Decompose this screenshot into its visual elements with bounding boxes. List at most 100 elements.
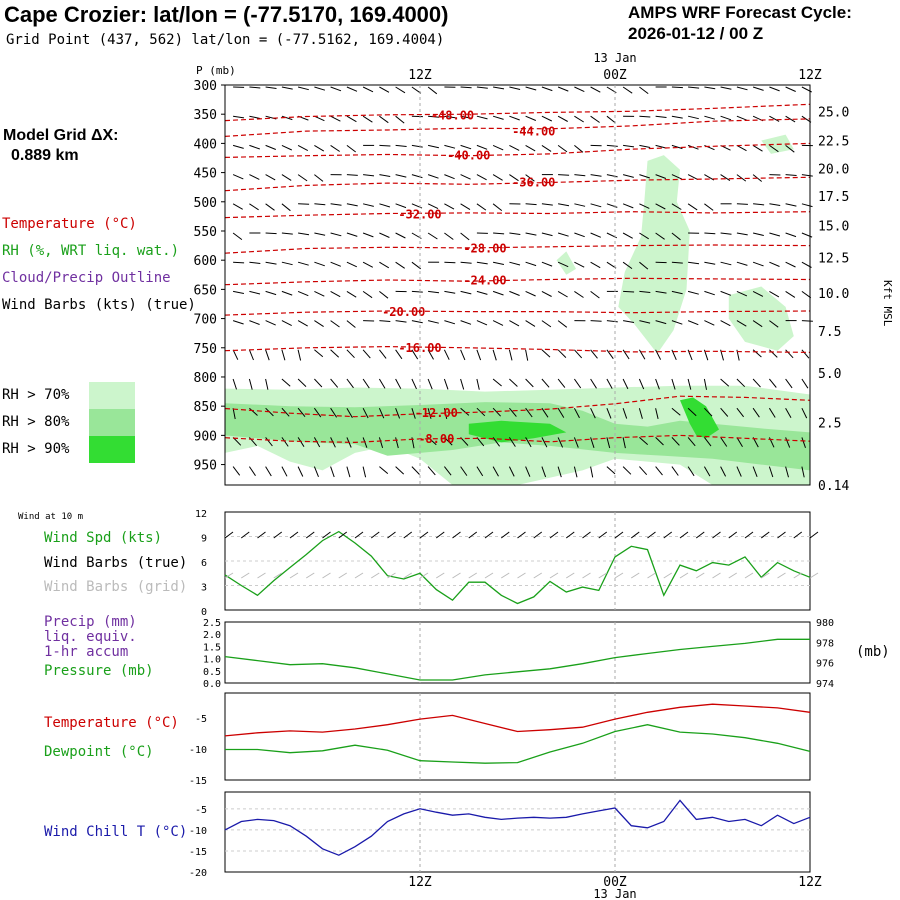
wind-barbs-grid-row [224,572,819,579]
wind-barb-grid [679,572,689,579]
wind-barb [249,290,261,295]
wind-barb [509,174,519,182]
wind-barb [492,290,504,296]
wind-barb [476,290,488,295]
wind-barb-true [663,531,673,539]
wind-barb [671,261,683,264]
wind-barb [590,261,601,269]
wind-barb [736,378,746,388]
temperature-contour [224,118,811,137]
rh-region-rh70 [556,251,576,275]
wind-barb [671,437,680,446]
top-time-label: 12Z [408,68,432,83]
wind-barb [411,144,423,148]
wind-barb-true [679,531,689,539]
pressure-tick-label-right: 976 [816,659,834,670]
wind-barb [655,203,666,210]
wind-barb [606,115,616,124]
wind-barb [444,115,456,119]
temperature-contour [224,176,811,192]
pressure-tick-label: 350 [194,108,217,123]
wind-barbs-grid [232,86,813,478]
wind-barb [492,466,499,477]
wind-barb [736,466,742,477]
wind-barb [281,349,286,361]
wind-barb [395,86,406,94]
wind-barb [362,466,367,478]
wind-barb [395,232,406,239]
precip-tick-label: 0.5 [203,667,221,678]
wind-barb [460,290,472,295]
wind-barb [801,466,805,478]
wind-barb [378,378,386,389]
wind-barb-grid [744,572,754,579]
wind-barb [362,203,374,207]
wind-barb [509,232,521,235]
wind-barb [557,378,566,388]
wind-barb [736,290,748,297]
wind-barb [314,174,324,182]
wind-barb [395,349,403,360]
cross-section-frame [224,84,811,486]
wind-barb [460,86,472,89]
wind-barb [638,378,645,390]
wind-barb [281,261,293,266]
wind-barb [736,115,748,121]
wind-barb-grid [809,572,819,579]
wind-barb [346,261,358,268]
wind-barb-true [354,531,364,539]
wind-speed-label: Wind Spd (kts) [44,530,162,546]
wind-barb-true [403,531,413,539]
forecast-cycle-value: 2026-01-12 / 00 Z [628,24,764,43]
wind-barb [492,378,502,387]
bottom-time-label: 12Z [798,875,822,890]
wind-barb-true [793,531,803,539]
wind-barb [281,378,291,387]
wind-barb [476,466,484,477]
wind-barb [476,378,480,390]
wind-barb [443,349,450,360]
wind-barb [785,232,797,238]
precip-tick-label: 2.0 [203,630,221,641]
temperature-contour [224,345,811,353]
wind-barb [623,290,635,293]
dewpoint-line [225,724,811,764]
wind-barb [606,174,618,178]
wind-barb [427,378,433,390]
wind-barb-true [289,531,299,539]
wind-barb [395,115,405,124]
wind-barb [297,378,307,387]
wind-barb-grid [777,572,786,579]
temperature-tick-label: -10 [189,745,207,756]
wind-barb [557,349,567,358]
dewpoint-label: Dewpoint (°C) [44,744,154,760]
windchill-tick-label: -15 [189,847,207,858]
wind-barb [525,232,537,236]
wind-barb [281,86,293,90]
wind-barb [590,290,600,299]
wind-barb [655,378,660,390]
wind-barb [639,115,651,118]
wind-barb [606,466,616,475]
wind-barb [297,320,308,327]
pressure-tick-label: 550 [194,225,217,240]
model-grid-value: 0.889 km [11,147,79,164]
wind-barb-true [370,531,380,539]
wind-barb [769,261,780,267]
wind-barb [362,86,374,93]
pressure-tick-label-right: 974 [816,679,834,690]
wind-barb [687,437,696,447]
wind-barb [281,232,293,235]
wind-barb [801,349,810,359]
wind-barb-true [305,531,315,539]
wind-barb [574,232,585,238]
wind-barb-true [760,531,770,539]
temperature-contour-label: -8.00 [418,432,454,446]
temperature-contour-label: -44.00 [512,125,555,139]
wind-barb [460,320,472,325]
wind-barb [590,115,600,123]
wind-barb [525,378,534,388]
wind-barb [769,203,781,206]
wind-barb [639,437,649,445]
legend-temperature: Temperature (°C) [2,216,137,232]
